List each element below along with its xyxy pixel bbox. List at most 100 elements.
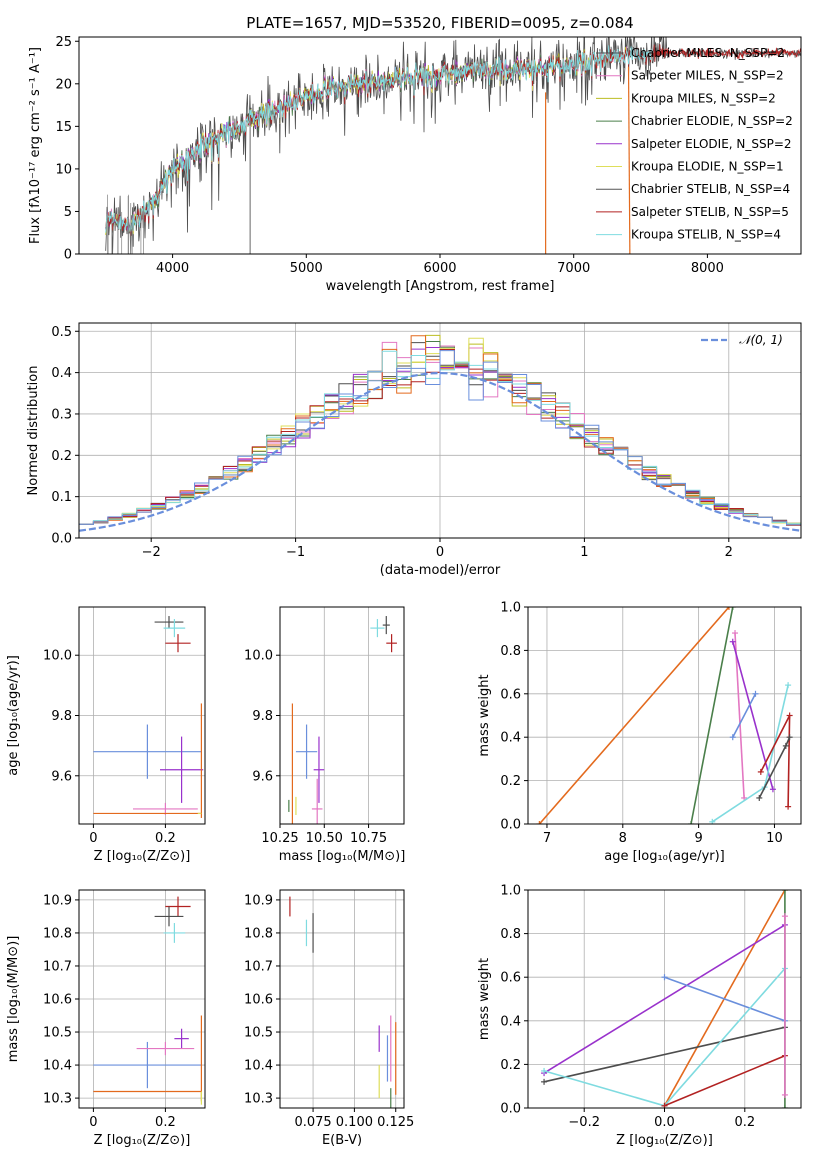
y-tick-label: 10.0 <box>244 649 273 664</box>
y-tick-label: 0.0 <box>51 532 72 547</box>
x-tick-label: 7000 <box>557 261 590 276</box>
x-tick-label: 0 <box>89 1115 97 1130</box>
y-axis-label: Flux [fλ10⁻¹⁷ erg cm⁻² s⁻¹ A⁻¹] <box>28 47 43 244</box>
mass-weight-series-line <box>664 976 786 1022</box>
legend-entry-label: Kroupa STELIB, N_SSP=4 <box>631 228 781 242</box>
mass-weight-series-line <box>664 1054 786 1107</box>
figure-title: PLATE=1657, MJD=53520, FIBERID=0095, z=0… <box>246 14 633 32</box>
y-tick-label: 10.7 <box>244 959 273 974</box>
plot-area <box>289 896 397 1108</box>
y-tick-label: 10.5 <box>43 1026 72 1041</box>
age-vs-mass-panel: 10.25 10.50 10.75 9.6 9.8 10.0 mass [log₁₀(M/M… <box>244 606 406 864</box>
y-tick-label: 0.0 <box>500 1102 521 1117</box>
spectrum-series-line <box>105 45 654 233</box>
y-tick-label: 9.8 <box>51 709 72 724</box>
spectrum-series-line <box>105 54 548 235</box>
errorbar-point <box>160 736 204 803</box>
plot-area <box>79 334 801 532</box>
y-tick-label: 10.4 <box>244 1059 273 1074</box>
errorbar-point <box>174 1028 189 1049</box>
y-tick-label: 10.9 <box>43 893 72 908</box>
mass-weight-series-line <box>732 641 774 790</box>
y-tick-label: 0.3 <box>51 407 72 422</box>
y-tick-label: 0.8 <box>500 644 521 659</box>
y-axis-label: mass weight <box>477 674 492 756</box>
y-tick-label: 9.6 <box>51 769 72 784</box>
y-tick-label: 0.2 <box>500 774 521 789</box>
x-tick-label: 0.075 <box>294 1115 331 1130</box>
y-axis-label: age [log₁₀(age/yr)] <box>6 655 21 776</box>
legend-entry-label: Salpeter MILES, N_SSP=2 <box>631 69 784 83</box>
x-axis-label: Z [log₁₀(Z/Z⊙)] <box>94 849 191 864</box>
errorbar-point <box>154 906 184 927</box>
x-tick-label: 0.2 <box>155 831 176 846</box>
x-tick-label: 6000 <box>423 261 456 276</box>
y-axis-label: mass weight <box>477 958 492 1040</box>
x-tick-label: 7 <box>543 831 551 846</box>
x-axis-label: (data-model)/error <box>380 563 501 578</box>
y-tick-label: 0.6 <box>500 687 521 702</box>
plot-area <box>93 616 204 818</box>
y-tick-label: 10.4 <box>43 1059 72 1074</box>
x-tick-label: 10.50 <box>306 831 343 846</box>
spectrum-panel: 4000 5000 6000 7000 8000 0 5 10 15 20 25 wavelength… <box>28 35 802 294</box>
axes-frame <box>78 889 206 1109</box>
x-tick-label: 1 <box>580 545 588 560</box>
errorbar-point <box>136 1041 195 1056</box>
x-tick-label: 10 <box>766 831 783 846</box>
x-tick-label: 0.125 <box>377 1115 414 1130</box>
y-tick-label: 10.7 <box>43 959 72 974</box>
y-tick-label: 10.8 <box>244 926 273 941</box>
errorbar-point <box>311 778 323 824</box>
mass-vs-metallicity-panel: 0 0.2 10.3 10.4 10.5 10.6 10.7 10.8 10.9 Z [log₁₀… <box>6 889 206 1148</box>
errorbar-point <box>386 634 397 653</box>
x-tick-label: −1 <box>286 545 305 560</box>
x-tick-label: −2 <box>142 545 161 560</box>
y-tick-label: 9.8 <box>252 709 273 724</box>
axes-frame <box>78 606 206 825</box>
histogram-series-line <box>79 350 801 526</box>
errorbar-point <box>163 619 186 638</box>
x-tick-label: 0 <box>89 831 97 846</box>
x-tick-label: 5000 <box>290 261 323 276</box>
x-axis-label: mass [log₁₀(M/M⊙)] <box>279 849 406 864</box>
massweight-vs-age-panel: 7 8 9 10 0.0 0.2 0.4 0.6 0.8 1.0 age [log₁₀(age/yr… <box>477 601 802 864</box>
errorbar-point <box>165 634 191 653</box>
y-tick-label: 9.6 <box>252 769 273 784</box>
y-tick-label: 25 <box>55 35 72 50</box>
legend-entry-label: Chabrier STELIB, N_SSP=4 <box>631 182 790 196</box>
y-tick-label: 10 <box>55 162 72 177</box>
y-tick-label: 0.6 <box>500 971 521 986</box>
y-tick-label: 10.3 <box>43 1092 72 1107</box>
x-tick-label: 0.100 <box>336 1115 373 1130</box>
spectrum-series-line <box>105 57 548 235</box>
mass-vs-ebv-panel: 0.075 0.100 0.125 10.3 10.4 10.5 10.6 10.7 10.8 1… <box>244 889 414 1148</box>
spectrum-feature-line <box>627 66 631 254</box>
plot-area <box>93 896 202 1105</box>
grid <box>280 890 404 1108</box>
legend-entry-label: Chabrier ELODIE, N_SSP=2 <box>631 114 793 128</box>
errorbar-point <box>382 616 390 635</box>
y-tick-label: 0.4 <box>500 731 521 746</box>
axes-frame <box>279 606 405 825</box>
y-tick-label: 10.5 <box>244 1026 273 1041</box>
mass-weight-series-line <box>690 607 734 824</box>
axes-frame <box>279 889 405 1109</box>
legend-entry-label: 𝒩(0, 1) <box>739 333 783 347</box>
x-axis-label: wavelength [Angstrom, rest frame] <box>326 279 555 294</box>
y-tick-label: 10.9 <box>244 893 273 908</box>
plot-area <box>541 890 788 1108</box>
axes-frame <box>78 36 802 255</box>
errorbar-point <box>163 923 186 943</box>
y-tick-label: 0.1 <box>51 490 72 505</box>
residual-histogram-panel: −2 −1 0 1 2 0.0 0.1 0.2 0.3 0.4 0.5 (data-model)/er… <box>26 322 802 578</box>
mass-weight-series-line <box>538 607 730 824</box>
grid <box>279 607 404 824</box>
errorbar-point <box>313 736 325 803</box>
x-tick-label: 10.25 <box>261 831 298 846</box>
x-tick-label: 0 <box>436 545 444 560</box>
y-axis-label: mass [log₁₀(M/M⊙)] <box>6 936 21 1063</box>
legend-entry-label: Chabrier MILES, N_SSP=2 <box>631 46 785 60</box>
mass-weight-series-line <box>663 890 786 1107</box>
mass-weight-series-line <box>732 693 757 738</box>
